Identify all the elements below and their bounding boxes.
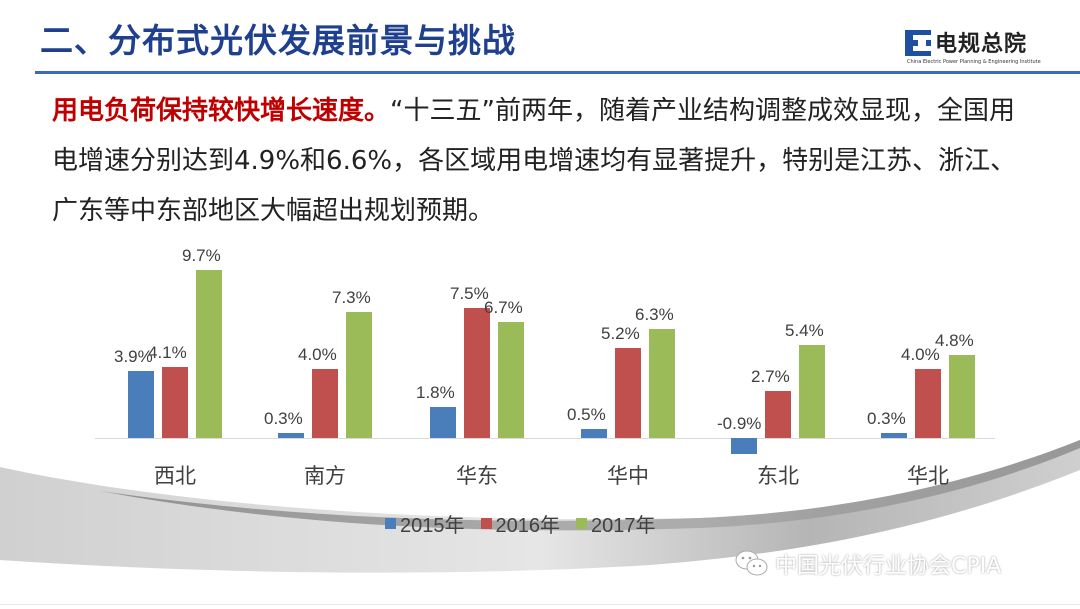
bottom-divider	[0, 604, 1080, 605]
data-label: 2.7%	[751, 367, 790, 387]
data-label: 9.7%	[182, 246, 221, 266]
body-text: “十三五”前两年，随着产业结构调整成效显现，全国用电增速分别达到4.9%和6.6…	[52, 96, 1017, 226]
legend-swatch-2015	[385, 518, 396, 529]
data-label: 0.3%	[264, 408, 303, 428]
data-label: 6.7%	[484, 298, 523, 318]
data-label: 0.5%	[567, 405, 606, 425]
bar-2015年	[581, 429, 607, 438]
bar-2017年	[799, 344, 825, 438]
body-highlight: 用电负荷保持较快增长速度。	[52, 96, 391, 126]
logo: 电规总院 China Electric Power Planning & Eng…	[905, 26, 1065, 70]
data-label: 1.8%	[416, 382, 455, 402]
bar-2017年	[196, 270, 222, 438]
category-label: 东北	[757, 464, 799, 488]
decorative-swoosh	[0, 440, 1080, 573]
data-label: 5.2%	[601, 324, 640, 344]
bar-2015年	[881, 432, 907, 438]
data-label: 7.3%	[332, 287, 371, 307]
bar-2016年	[162, 367, 188, 438]
legend-label: 2015年	[400, 515, 465, 537]
logo-name: 电规总院	[935, 32, 1028, 57]
bar-2016年	[615, 348, 641, 438]
bar-2015年	[731, 438, 757, 454]
category-label: 华北	[907, 464, 949, 488]
bar-2015年	[128, 370, 154, 438]
bar-2015年	[430, 406, 456, 438]
data-label: -0.9%	[717, 414, 762, 433]
data-label: 3.9%	[114, 346, 153, 366]
bar-chart: 3.9% 4.1% 9.7% 0.3% 4.0% 7.3% 1.8% 7.5% 6.7% 0.5%…	[95, 230, 995, 500]
data-label: 4.1%	[148, 343, 187, 363]
bar-2016年	[765, 391, 791, 438]
legend-label: 2016年	[495, 515, 561, 537]
bar-2016年	[464, 308, 490, 438]
bar-2016年	[915, 368, 941, 438]
bar-2017年	[649, 329, 675, 438]
wechat-icon	[735, 550, 768, 576]
logo-subtitle: China Electric Power Planning & Engineer…	[907, 59, 1041, 65]
legend-swatch-2017	[576, 518, 587, 529]
bar-2017年	[498, 322, 524, 438]
category-label: 华东	[456, 464, 498, 488]
legend-item-2016: 2016年	[480, 509, 561, 538]
x-axis-line	[95, 438, 995, 439]
legend-item-2015: 2015年	[385, 509, 465, 538]
watermark: 中国光伏行业协会CPIA	[735, 548, 1001, 580]
watermark-text: 中国光伏行业协会CPIA	[775, 554, 1002, 579]
data-label: 7.5%	[450, 284, 489, 304]
bar-2017年	[949, 354, 975, 438]
category-label: 西北	[154, 464, 196, 488]
data-label: 4.0%	[298, 344, 337, 364]
legend-label: 2017年	[591, 515, 656, 537]
bar-2017年	[346, 311, 372, 438]
page-title: 二、分布式光伏发展前景与挑战	[40, 21, 516, 60]
title-divider	[35, 71, 1080, 74]
body-paragraph: 用电负荷保持较快增长速度。“十三五”前两年，随着产业结构调整成效显现，全国用电增…	[52, 86, 1037, 236]
data-label: 4.8%	[935, 330, 974, 350]
category-label: 华中	[607, 464, 649, 488]
data-label: 6.3%	[635, 305, 674, 324]
data-label: 4.0%	[901, 344, 940, 364]
bar-2016年	[312, 368, 338, 438]
category-label: 南方	[304, 464, 346, 488]
logo-mark-icon	[905, 30, 931, 56]
legend-swatch-2016	[480, 518, 492, 529]
bar-2015年	[278, 432, 304, 438]
legend-item-2017: 2017年	[576, 509, 656, 538]
data-label: 5.4%	[785, 320, 824, 340]
data-label: 0.3%	[867, 408, 906, 428]
chart-legend: 2015年 2016年 2017年	[385, 509, 656, 538]
